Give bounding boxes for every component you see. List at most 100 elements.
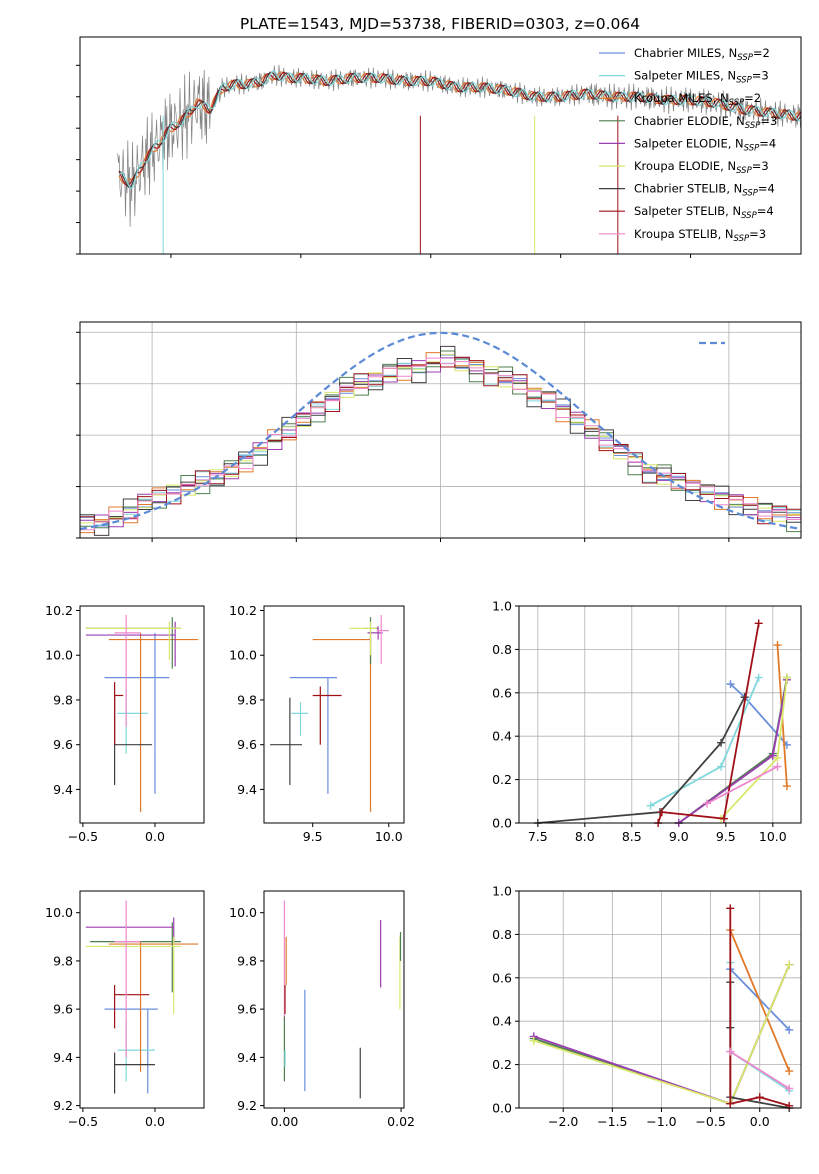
weight-marker — [754, 619, 763, 628]
x-tick-label: 9.5 — [303, 829, 323, 844]
legend-entry: Chabrier ELODIE, NSSP=3 — [634, 114, 777, 131]
legend-subscript: SSP — [737, 53, 753, 63]
legend-entry: Kroupa STELIB, NSSP=3 — [634, 227, 766, 244]
weight-line — [678, 677, 788, 824]
y-tick-label: 1.0 — [492, 599, 512, 614]
weight-marker — [773, 762, 782, 771]
y-tick-label: 10.2 — [45, 603, 73, 618]
y-tick-label: 1.0 — [492, 884, 512, 899]
y-tick-label: 10.0 — [45, 905, 73, 920]
legend-entry: Chabrier STELIB, NSSP=4 — [634, 182, 775, 199]
weight-marker — [717, 738, 726, 747]
legend-text: Kroupa ELODIE, N — [634, 159, 736, 173]
legend-entry: Kroupa MILES, NSSP=2 — [634, 91, 761, 108]
y-tick-label: 10.2 — [229, 603, 257, 618]
weight-marker — [726, 680, 735, 689]
y-tick-label: 10.0 — [45, 648, 73, 663]
residual-histogram — [80, 345, 801, 536]
mass-vs-Z-frame — [79, 890, 205, 1109]
weight-marker — [703, 799, 711, 808]
weight-line — [678, 679, 788, 824]
weight-marker — [719, 814, 728, 823]
legend-entry: Salpeter ELODIE, NSSP=4 — [634, 136, 776, 153]
y-tick-label: 9.2 — [53, 1098, 73, 1113]
x-tick-label: −2.0 — [548, 1114, 578, 1129]
legend-count: =4 — [757, 204, 774, 218]
weight-vs-Z-frame — [518, 890, 802, 1109]
x-tick-label: 0.0 — [145, 829, 165, 844]
x-tick-label: 0.00 — [270, 1114, 298, 1129]
y-tick-label: 0.8 — [492, 642, 512, 657]
weight-marker — [754, 673, 763, 682]
age-vs-mass-frame — [263, 605, 405, 824]
legend-count: =4 — [758, 182, 775, 196]
x-tick-label: 9.5 — [716, 829, 736, 844]
legend-text: Chabrier STELIB, N — [634, 182, 742, 196]
spectrum-frame — [79, 36, 802, 255]
y-tick-label: 0.8 — [492, 927, 512, 942]
legend-text: Salpeter ELODIE, N — [634, 136, 744, 150]
legend-text: Chabrier ELODIE, N — [634, 114, 745, 128]
y-tick-label: 0.2 — [492, 1057, 512, 1072]
x-tick-label: −1.5 — [597, 1114, 627, 1129]
x-tick-label: 8.5 — [622, 829, 642, 844]
legend-subscript: SSP — [744, 143, 760, 153]
legend-subscript: SSP — [736, 166, 752, 176]
weight-marker — [785, 960, 794, 969]
y-tick-label: 0.0 — [492, 816, 512, 831]
y-tick-label: 9.4 — [237, 1050, 257, 1065]
y-tick-label: 9.6 — [237, 1002, 257, 1017]
x-tick-label: 9.0 — [669, 829, 689, 844]
y-tick-label: 9.6 — [53, 1002, 73, 1017]
x-tick-label: 10.0 — [759, 829, 787, 844]
x-tick-label: −0.5 — [68, 829, 98, 844]
weight-line — [706, 765, 778, 805]
normal-curve — [79, 331, 802, 531]
legend-entry: Kroupa ELODIE, NSSP=3 — [634, 159, 769, 176]
x-tick-label: 10.0 — [375, 829, 403, 844]
legend-subscript: SSP — [742, 189, 758, 199]
y-tick-label: 9.6 — [53, 737, 73, 752]
legend-entry: Salpeter STELIB, NSSP=4 — [634, 204, 774, 221]
y-tick-label: 10.0 — [229, 905, 257, 920]
x-tick-label: 8.0 — [575, 829, 595, 844]
legend-count: =3 — [752, 159, 769, 173]
legend-text: Chabrier MILES, N — [634, 46, 737, 60]
weight-marker — [785, 1067, 794, 1076]
model-spectrum — [118, 70, 802, 190]
y-tick-label: 9.8 — [237, 953, 257, 968]
weight-marker — [768, 751, 777, 760]
weight-marker — [773, 641, 782, 650]
weight-marker — [529, 1036, 538, 1045]
legend-entry: Salpeter MILES, NSSP=3 — [634, 69, 769, 86]
legend-subscript: SSP — [734, 234, 750, 244]
weight-line — [729, 1050, 790, 1090]
weight-marker — [782, 782, 791, 791]
y-tick-label: 9.8 — [53, 953, 73, 968]
y-tick-label: 0.4 — [492, 729, 512, 744]
y-tick-label: 9.4 — [53, 782, 73, 797]
weight-marker — [782, 673, 791, 682]
weight-marker — [657, 808, 666, 817]
legend-count: =3 — [752, 69, 769, 83]
legend-count: =2 — [753, 46, 770, 60]
legend-text: Salpeter STELIB, N — [634, 204, 741, 218]
legend-subscript: SSP — [729, 98, 745, 108]
mass-vs-EBV-frame — [263, 890, 405, 1109]
y-tick-label: 0.4 — [492, 1014, 512, 1029]
legend-text: Kroupa STELIB, N — [634, 227, 734, 241]
y-tick-label: 9.2 — [237, 1098, 257, 1113]
age-vs-Z-frame — [79, 605, 205, 824]
observed-spectrum — [117, 64, 801, 227]
y-tick-label: 0.6 — [492, 685, 512, 700]
legend-entry: Chabrier MILES, NSSP=2 — [634, 46, 770, 63]
model-spectrum — [118, 71, 802, 187]
legend-count: =2 — [744, 91, 761, 105]
legend-text: Salpeter MILES, N — [634, 69, 736, 83]
weight-line — [657, 623, 760, 824]
legend-count: =3 — [749, 227, 766, 241]
weight-vs-age-frame — [518, 605, 802, 824]
legend-subscript: SSP — [741, 211, 757, 221]
weight-line — [729, 908, 790, 1107]
